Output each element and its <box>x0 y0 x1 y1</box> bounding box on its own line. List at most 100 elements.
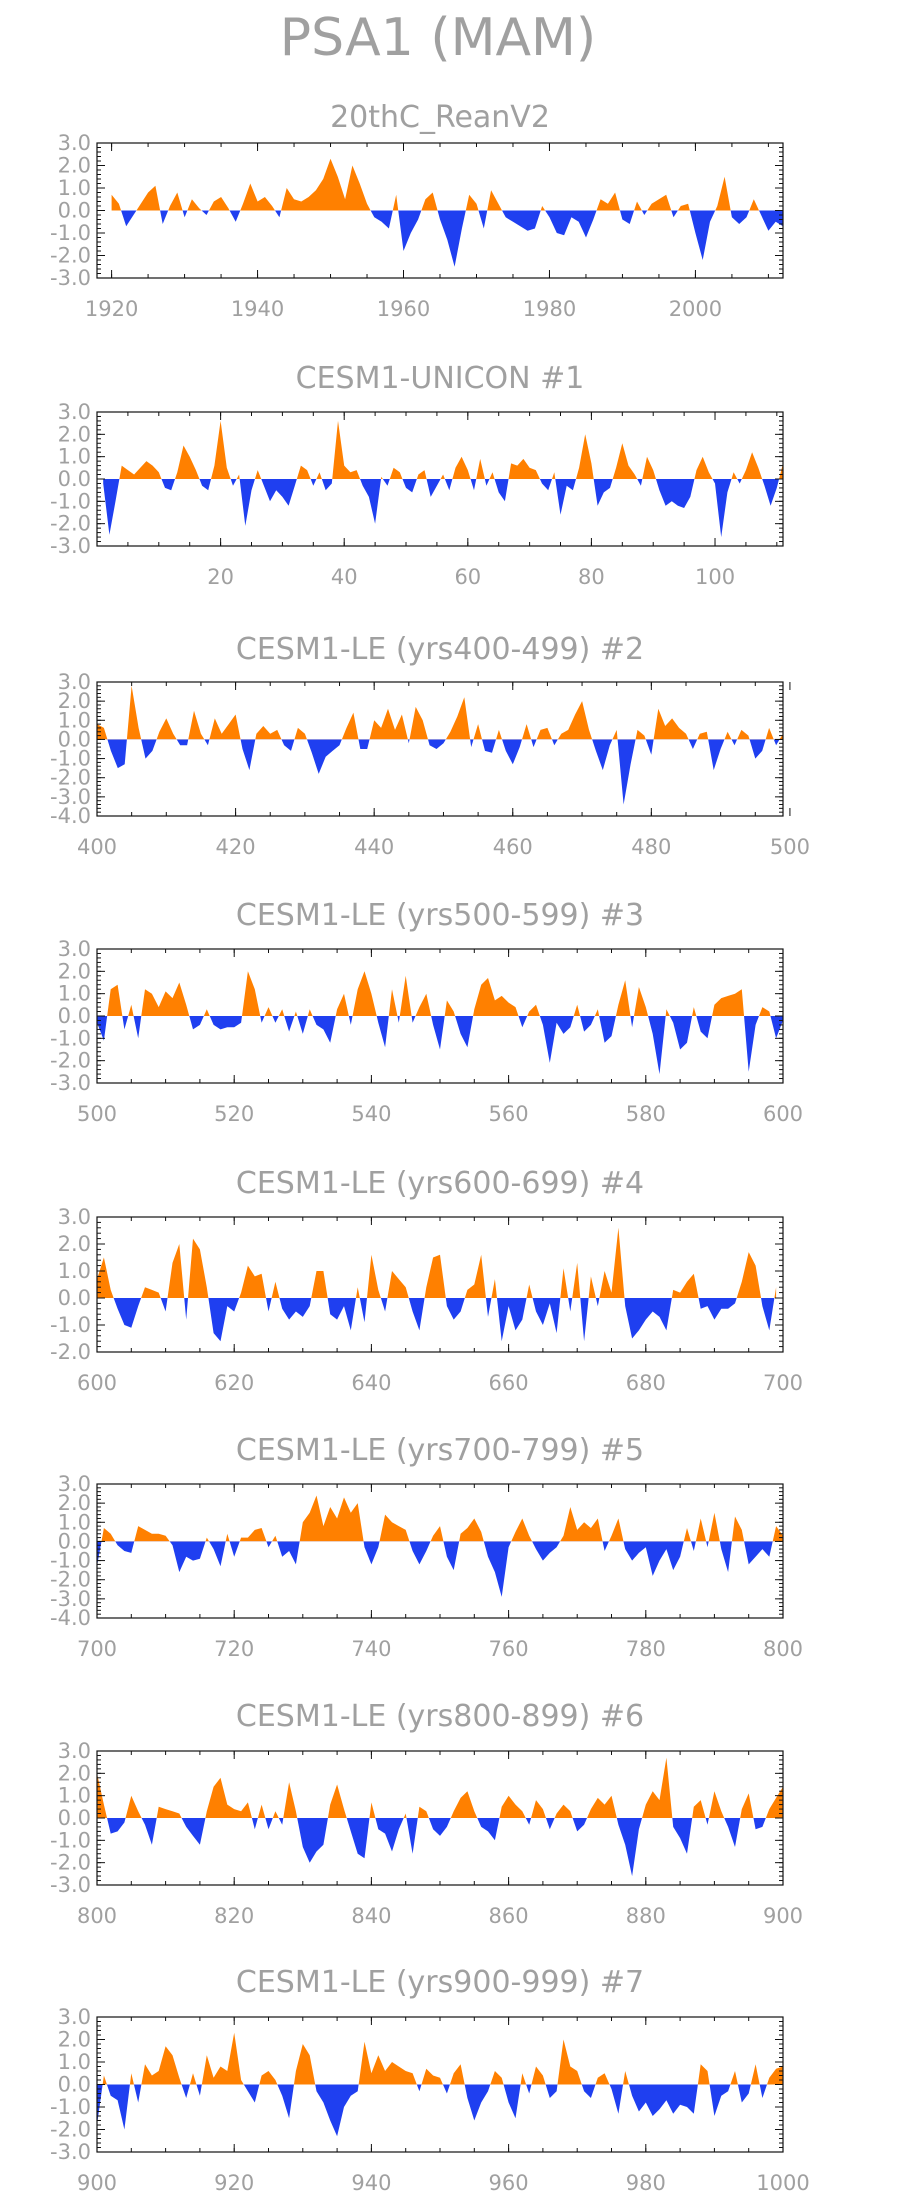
y-tick-label: 3.0 <box>58 937 91 961</box>
panel-title: CESM1-LE (yrs700-799) #5 <box>236 1433 644 1468</box>
y-tick-label: 1.0 <box>58 176 91 200</box>
y-tick-label: -3.0 <box>50 1873 91 1897</box>
panel-2: CESM1-LE (yrs400-499) #2 3.02.01.00.0-1.0… <box>50 632 810 859</box>
series-area <box>97 685 783 805</box>
x-tick-label: 540 <box>351 1102 391 1126</box>
y-tick-label: 0.0 <box>58 199 91 223</box>
y-tick-label: 3.0 <box>58 2005 91 2029</box>
x-tick-label: 900 <box>77 2171 117 2192</box>
series-area <box>97 971 783 1075</box>
y-tick-label: 0.0 <box>58 1004 91 1028</box>
y-tick-label: 0.0 <box>58 727 91 751</box>
y-tick-label: 0.0 <box>58 2073 91 2097</box>
y-tick-label: 1.0 <box>58 2050 91 2074</box>
negative-area <box>103 479 783 538</box>
y-tick-label: 3.0 <box>58 670 91 694</box>
positive-area <box>97 2032 783 2085</box>
x-tick-label: 560 <box>489 1102 529 1126</box>
y-tick-label: -1.0 <box>50 1828 91 1852</box>
panel-4: CESM1-LE (yrs600-699) #4 3.0 2.0 1.0 0.0 -1.0… <box>50 1166 803 1395</box>
y-tick-label: 3.0 <box>58 1739 91 1763</box>
x-tick-label: 600 <box>763 1102 803 1126</box>
y-tick-label: -3.0 <box>50 534 91 558</box>
y-tick-label: 2.0 <box>58 2028 91 2052</box>
x-tick-label: 460 <box>493 835 533 859</box>
x-tick-label: 880 <box>626 1904 666 1928</box>
positive-area <box>97 1757 783 1818</box>
y-tick-label: -2.0 <box>50 244 91 268</box>
y-tick-label: -4.0 <box>50 804 91 828</box>
panel-1: CESM1-UNICON #1 3.02.01.00.0-1.0-2.0-3.0 2… <box>50 361 784 589</box>
panel-title: CESM1-LE (yrs400-499) #2 <box>236 632 644 667</box>
x-tick-label: 860 <box>489 1904 529 1928</box>
x-tick-label: 920 <box>214 2171 254 2192</box>
y-tick-label: -3.0 <box>50 2140 91 2164</box>
y-tick-label: 1.0 <box>58 1259 91 1283</box>
panel-title: CESM1-LE (yrs500-599) #3 <box>236 898 644 933</box>
series-area <box>97 1757 783 1877</box>
y-tick-label: 0.0 <box>58 1529 91 1553</box>
y-tick-label: 3.0 <box>58 131 91 155</box>
y-tick-label: -1.0 <box>50 2095 91 2119</box>
panel-title: CESM1-LE (yrs800-899) #6 <box>236 1699 644 1734</box>
y-tick-label: -3.0 <box>50 266 91 290</box>
x-tick-label: 60 <box>454 565 481 589</box>
y-tick-label: -2.0 <box>50 1340 91 1364</box>
y-tick-label: 2.0 <box>58 1491 91 1515</box>
y-tick-label: 2.0 <box>58 1232 91 1256</box>
y-tick-label: -2.0 <box>50 1851 91 1875</box>
panel-title: CESM1-UNICON #1 <box>296 361 585 396</box>
x-tick-label: 400 <box>77 835 117 859</box>
x-tick-label: 440 <box>354 835 394 859</box>
positive-area <box>111 158 783 211</box>
figure-title: PSA1 (MAM) <box>280 8 596 68</box>
x-tick-label: 760 <box>489 1637 529 1661</box>
x-tick-label: 740 <box>351 1637 391 1661</box>
x-tick-label: 700 <box>763 1371 803 1395</box>
x-tick-label: 980 <box>626 2171 666 2192</box>
x-tick-label: 620 <box>214 1371 254 1395</box>
x-tick-label: 680 <box>626 1371 666 1395</box>
y-tick-label: -1.0 <box>50 221 91 245</box>
series-area <box>103 420 783 538</box>
negative-area <box>97 1298 777 1342</box>
y-tick-label: -3.0 <box>50 785 91 809</box>
x-tick-label: 480 <box>631 835 671 859</box>
x-tick-label: 420 <box>216 835 256 859</box>
panel-0: 20thC_ReanV2 3.02.01.00.0-1.0-2.0-3.0 1920… <box>50 100 784 321</box>
positive-area <box>97 685 783 740</box>
y-tick-label: -1.0 <box>50 1313 91 1337</box>
negative-area <box>107 739 780 805</box>
x-tick-label: 1000 <box>756 2171 809 2192</box>
y-tick-label: -1.0 <box>50 1549 91 1573</box>
negative-area <box>97 1016 783 1075</box>
x-tick-label: 900 <box>763 1904 803 1928</box>
y-tick-label: 1.0 <box>58 1784 91 1808</box>
y-tick-label: -2.0 <box>50 1049 91 1073</box>
y-tick-label: -1.0 <box>50 747 91 771</box>
x-tick-label: 500 <box>77 1102 117 1126</box>
y-tick-label: -2.0 <box>50 512 91 536</box>
panel-title: CESM1-LE (yrs900-999) #7 <box>236 1965 644 2000</box>
x-tick-label: 800 <box>77 1904 117 1928</box>
negative-area <box>111 210 783 267</box>
positive-area <box>97 1227 777 1298</box>
x-tick-label: 1980 <box>523 297 576 321</box>
series-area <box>97 1495 783 1597</box>
x-tick-label: 80 <box>578 565 605 589</box>
x-tick-label: 640 <box>351 1371 391 1395</box>
panel-title: 20thC_ReanV2 <box>330 100 550 135</box>
y-tick-label: 3.0 <box>58 1472 91 1496</box>
y-tick-label: 2.0 <box>58 154 91 178</box>
positive-area <box>97 971 783 1016</box>
y-tick-label: 2.0 <box>58 959 91 983</box>
y-tick-label: -4.0 <box>50 1606 91 1630</box>
panels: 20thC_ReanV23.02.01.00.0-1.0-2.0-3.01920… <box>50 100 810 2192</box>
x-tick-label: 940 <box>351 2171 391 2192</box>
x-tick-label: 20 <box>207 565 234 589</box>
y-tick-label: 1.0 <box>58 1510 91 1534</box>
x-tick-label: 840 <box>351 1904 391 1928</box>
series-area <box>97 1227 777 1342</box>
series-area <box>97 2032 783 2137</box>
